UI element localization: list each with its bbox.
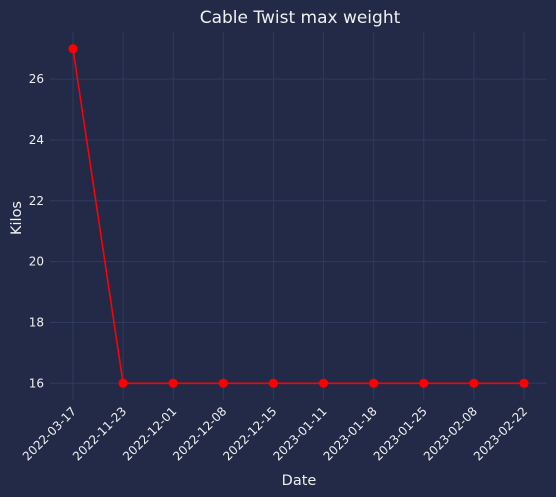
data-point <box>268 378 279 388</box>
y-tick-label: 20 <box>29 255 44 269</box>
grid <box>50 32 547 400</box>
data-point <box>419 378 429 388</box>
series <box>68 44 529 388</box>
data-point <box>369 378 379 388</box>
y-axis-ticks: 16 18 20 22 24 26 <box>29 72 44 390</box>
y-tick-label: 26 <box>29 72 44 86</box>
x-axis-ticks: 2022-03-172022-11-232022-12-012022-12-08… <box>20 404 530 463</box>
y-axis-label: Kilos <box>9 201 25 235</box>
data-point <box>68 44 78 54</box>
data-point <box>218 378 228 388</box>
chart-title: Cable Twist max weight <box>200 8 401 28</box>
x-tick-label: 2023-02-22 <box>471 404 530 463</box>
data-point <box>168 378 178 388</box>
y-tick-label: 24 <box>29 133 44 147</box>
y-tick-label: 16 <box>29 376 44 390</box>
x-axis-label: Date <box>282 473 317 489</box>
data-point <box>118 378 128 388</box>
data-point <box>318 378 329 388</box>
y-tick-label: 22 <box>29 194 44 208</box>
series-line <box>72 48 524 385</box>
data-point <box>469 378 479 388</box>
data-point <box>519 378 529 388</box>
y-tick-label: 18 <box>29 315 44 329</box>
